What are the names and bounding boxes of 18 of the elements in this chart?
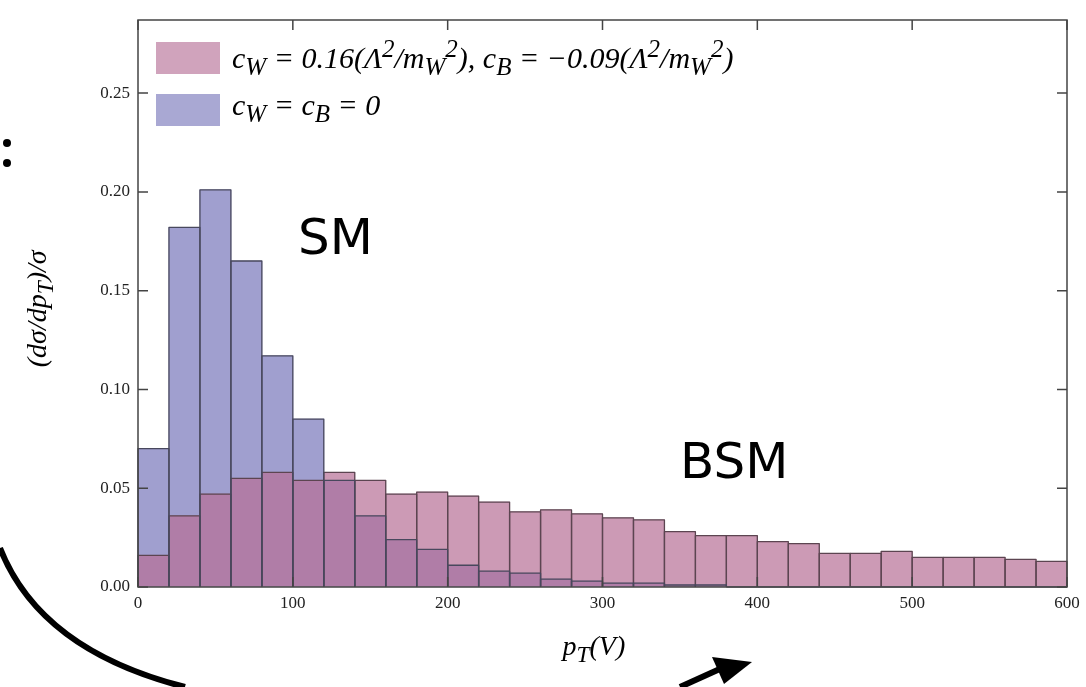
x-tick-label: 600 [1054,592,1080,612]
y-tick-label: 0.25 [100,82,130,102]
x-tick-label: 400 [744,592,771,612]
text: c$_{W}$ = 0.16(Λ$^{2}$/m$_{W}$$^{2}$), c$_{B}$ = −0.09(Λ$^{2}$/m$_{W}$$^{2}$) [232,35,734,80]
x-tick-label: 300 [589,592,616,612]
x-tick-label: 500 [899,592,925,612]
annotation: SM [298,208,373,266]
y-tick-label: 0.05 [100,477,130,497]
y-tick-label: 0.20 [100,181,130,201]
y-tick-label: 0.10 [100,378,130,398]
annotation: BSM [680,432,789,490]
y-tick-label: 0.15 [100,280,130,300]
x-axis-title: p$_{T}$(V) [562,630,626,668]
x-tick-label: 0 [133,592,143,612]
y-tick-label: 0.00 [100,576,130,596]
x-tick-label: 100 [280,592,306,612]
legend-label: c$_{W}$ = c$_{B}$ = 0 [232,87,381,129]
x-tick-label: 200 [434,592,461,612]
